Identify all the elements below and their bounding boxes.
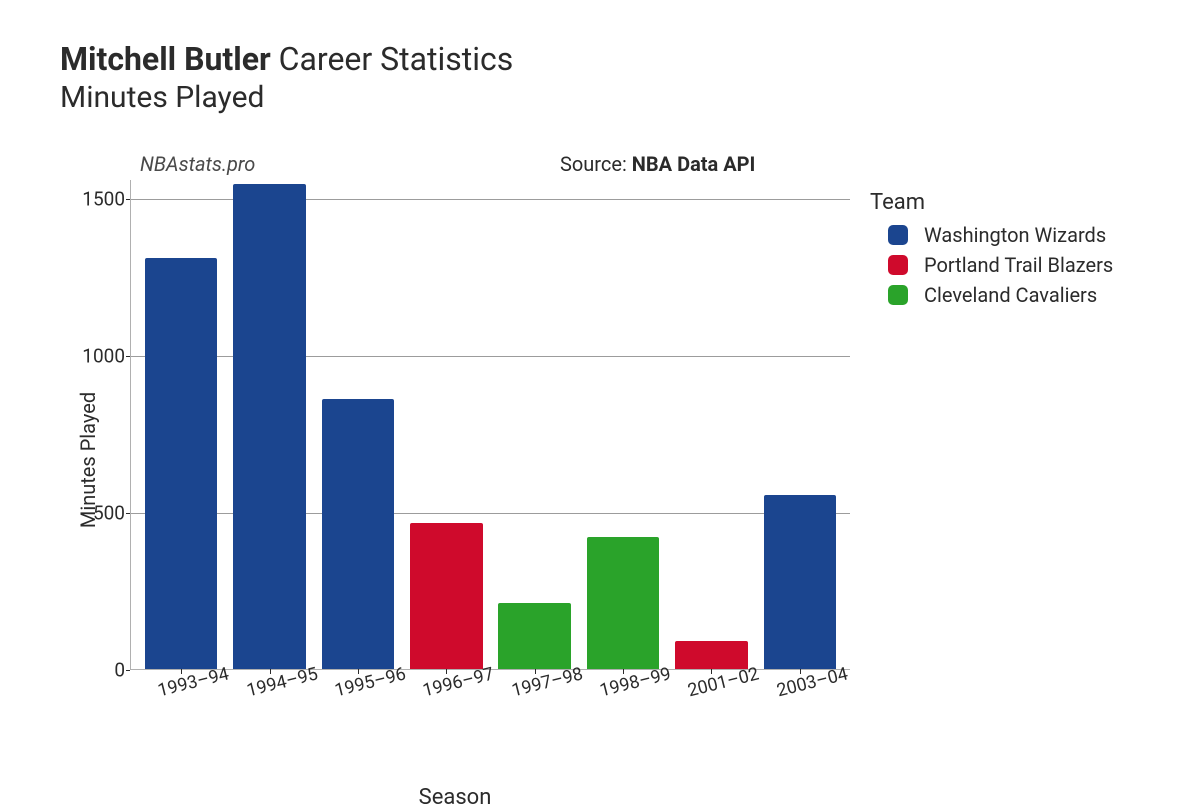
bar bbox=[410, 523, 482, 669]
legend-item: Cleveland Cavaliers bbox=[870, 283, 1113, 307]
legend-item: Portland Trail Blazers bbox=[870, 253, 1113, 277]
source-line: Source: NBA Data API bbox=[560, 152, 755, 176]
legend: Team Washington Wizards Portland Trail Bl… bbox=[870, 190, 1113, 313]
x-tick-mark bbox=[800, 669, 801, 674]
legend-item: Washington Wizards bbox=[870, 223, 1113, 247]
bar bbox=[764, 495, 836, 669]
bar bbox=[587, 537, 659, 669]
plot-area: 1993–941994–951995–961996–971997–981998–… bbox=[130, 180, 850, 670]
legend-title: Team bbox=[870, 190, 1113, 215]
y-tick-label: 500 bbox=[80, 501, 125, 524]
subtitle: Minutes Played bbox=[60, 80, 513, 115]
x-tick-label: 1996–97 bbox=[421, 663, 496, 701]
legend-label: Portland Trail Blazers bbox=[924, 253, 1113, 277]
x-tick-label: 2001–02 bbox=[686, 663, 761, 701]
x-axis-label: Season bbox=[60, 785, 850, 810]
bar-slot: 1993–94 bbox=[137, 180, 225, 669]
y-tick-label: 0 bbox=[80, 659, 125, 682]
x-tick-label: 1998–99 bbox=[598, 663, 673, 701]
plot-outer: Minutes Played 050010001500 1993–941994–… bbox=[60, 180, 850, 740]
bar bbox=[322, 399, 394, 669]
title-block: Mitchell Butler Career Statistics Minute… bbox=[60, 40, 513, 115]
x-tick-label: 1997–98 bbox=[509, 663, 584, 701]
title-line-1: Mitchell Butler Career Statistics bbox=[60, 40, 513, 78]
legend-swatch bbox=[888, 255, 908, 275]
y-tick-mark bbox=[126, 670, 130, 671]
attribution: NBAstats.pro bbox=[140, 152, 255, 176]
player-name: Mitchell Butler bbox=[60, 40, 271, 78]
bar-slot: 1997–98 bbox=[491, 180, 579, 669]
legend-swatch bbox=[888, 285, 908, 305]
bar bbox=[233, 184, 305, 669]
source-prefix: Source: bbox=[560, 152, 632, 176]
legend-label: Washington Wizards bbox=[924, 223, 1106, 247]
x-tick-label: 1995–96 bbox=[333, 663, 408, 701]
source-name: NBA Data API bbox=[632, 152, 756, 176]
bars-group: 1993–941994–951995–961996–971997–981998–… bbox=[131, 180, 850, 669]
bar-slot: 2001–02 bbox=[667, 180, 755, 669]
chart-container: Mitchell Butler Career Statistics Minute… bbox=[0, 0, 1200, 800]
legend-label: Cleveland Cavaliers bbox=[924, 283, 1097, 307]
x-tick-label: 1994–95 bbox=[244, 663, 319, 701]
x-tick-mark bbox=[535, 669, 536, 674]
bar bbox=[675, 641, 747, 669]
x-tick-label: 2003–04 bbox=[774, 663, 849, 701]
bar-slot: 1998–99 bbox=[579, 180, 667, 669]
x-tick-mark bbox=[270, 669, 271, 674]
y-tick-label: 1000 bbox=[80, 344, 125, 367]
bar-slot: 2003–04 bbox=[756, 180, 844, 669]
y-tick-label: 1500 bbox=[80, 187, 125, 210]
bar-slot: 1996–97 bbox=[402, 180, 490, 669]
stat-label: Career Statistics bbox=[279, 40, 514, 78]
bar-slot: 1995–96 bbox=[314, 180, 402, 669]
bar bbox=[498, 603, 570, 669]
legend-swatch bbox=[888, 225, 908, 245]
x-tick-label: 1993–94 bbox=[156, 663, 231, 701]
bar-slot: 1994–95 bbox=[225, 180, 313, 669]
bar bbox=[145, 258, 217, 669]
